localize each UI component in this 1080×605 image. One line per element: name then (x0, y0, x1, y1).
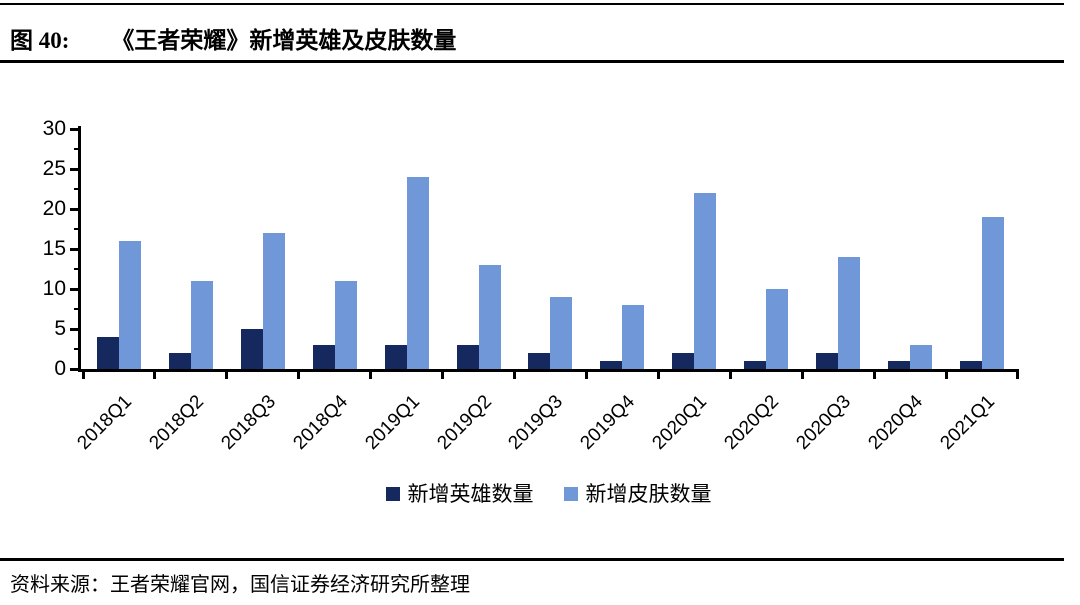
bar-新增英雄数量-2021Q1 (960, 361, 982, 369)
legend-label: 新增皮肤数量 (585, 482, 712, 506)
x-axis-tick (297, 371, 301, 379)
bar-新增皮肤数量-2020Q3 (838, 257, 861, 369)
bar-新增英雄数量-2019Q4 (600, 361, 623, 369)
x-axis-tick (153, 371, 157, 379)
x-axis-tick (1016, 371, 1020, 379)
top-rule (0, 3, 1064, 5)
y-axis-tick-label: 10 (42, 277, 66, 300)
x-axis-tick (728, 371, 732, 379)
bar-新增皮肤数量-2018Q3 (262, 233, 285, 369)
y-axis-major-tick (70, 287, 79, 291)
x-axis-tick (513, 371, 517, 379)
x-axis-tick (225, 371, 229, 379)
y-axis-tick-label: 25 (42, 157, 66, 180)
x-axis-tick (584, 371, 588, 379)
source-note: 资料来源：王者荣耀官网，国信证券经济研究所整理 (10, 574, 470, 596)
bar-新增英雄数量-2018Q4 (312, 345, 335, 369)
figure-number: 图 40: (10, 28, 70, 53)
y-axis-major-tick (70, 207, 79, 211)
x-axis-tick (944, 371, 948, 379)
figure-title: 《王者荣耀》新增英雄及皮肤数量 (111, 28, 457, 53)
y-axis-minor-tick (74, 308, 79, 310)
y-axis-minor-tick (74, 148, 79, 150)
x-axis-tick (800, 371, 804, 379)
x-axis-tick (81, 371, 85, 379)
y-axis-minor-tick (74, 348, 79, 350)
footer-divider-rule (0, 558, 1064, 561)
y-axis-tick-label: 20 (42, 197, 66, 220)
x-axis-tick (369, 371, 373, 379)
bar-新增皮肤数量-2018Q4 (334, 281, 357, 369)
bar-新增皮肤数量-2020Q2 (766, 289, 789, 369)
bar-新增皮肤数量-2019Q4 (622, 305, 645, 369)
y-axis-minor-tick (74, 188, 79, 190)
figure-header: 图 40: 《王者荣耀》新增英雄及皮肤数量 (10, 21, 456, 55)
x-axis-tick (441, 371, 445, 379)
bar-新增皮肤数量-2021Q1 (982, 217, 1004, 369)
legend-item: 新增英雄数量 (385, 481, 534, 507)
x-axis-line (78, 368, 1019, 372)
y-axis-major-tick (70, 367, 79, 371)
bar-新增英雄数量-2018Q1 (96, 337, 119, 369)
y-axis-minor-tick (74, 268, 79, 270)
bar-新增皮肤数量-2020Q1 (694, 193, 717, 369)
y-axis-minor-tick (74, 228, 79, 230)
x-axis-tick (656, 371, 660, 379)
header-divider-rule (0, 60, 1064, 63)
bar-新增皮肤数量-2020Q4 (910, 345, 933, 369)
y-axis-major-tick (70, 127, 79, 131)
bar-新增英雄数量-2019Q3 (528, 353, 551, 369)
bar-新增英雄数量-2020Q4 (888, 361, 911, 369)
legend-label: 新增英雄数量 (407, 482, 534, 506)
y-axis-tick-label: 5 (54, 317, 66, 340)
bar-新增英雄数量-2019Q1 (384, 345, 407, 369)
chart-legend: 新增英雄数量 新增皮肤数量 (78, 481, 1019, 507)
bar-新增英雄数量-2020Q2 (744, 361, 767, 369)
y-axis-major-tick (70, 247, 79, 251)
y-axis-major-tick (70, 327, 79, 331)
bar-新增皮肤数量-2019Q2 (478, 265, 501, 369)
y-axis-major-tick (70, 167, 79, 171)
legend-swatch-icon (385, 487, 400, 501)
legend-item: 新增皮肤数量 (563, 481, 712, 507)
bar-新增皮肤数量-2019Q1 (406, 177, 429, 369)
x-axis-tick (872, 371, 876, 379)
bar-新增皮肤数量-2018Q2 (190, 281, 213, 369)
y-axis-line (78, 126, 81, 372)
bar-新增英雄数量-2018Q3 (240, 329, 263, 369)
bar-新增英雄数量-2020Q3 (816, 353, 839, 369)
y-axis-tick-label: 30 (42, 117, 66, 140)
y-axis-tick-label: 0 (54, 357, 66, 380)
legend-swatch-icon (563, 487, 578, 501)
bar-新增英雄数量-2019Q2 (456, 345, 479, 369)
bar-新增皮肤数量-2018Q1 (118, 241, 141, 369)
bar-新增英雄数量-2020Q1 (672, 353, 695, 369)
y-axis-tick-label: 15 (42, 237, 66, 260)
bar-新增皮肤数量-2019Q3 (550, 297, 573, 369)
bar-新增英雄数量-2018Q2 (168, 353, 191, 369)
